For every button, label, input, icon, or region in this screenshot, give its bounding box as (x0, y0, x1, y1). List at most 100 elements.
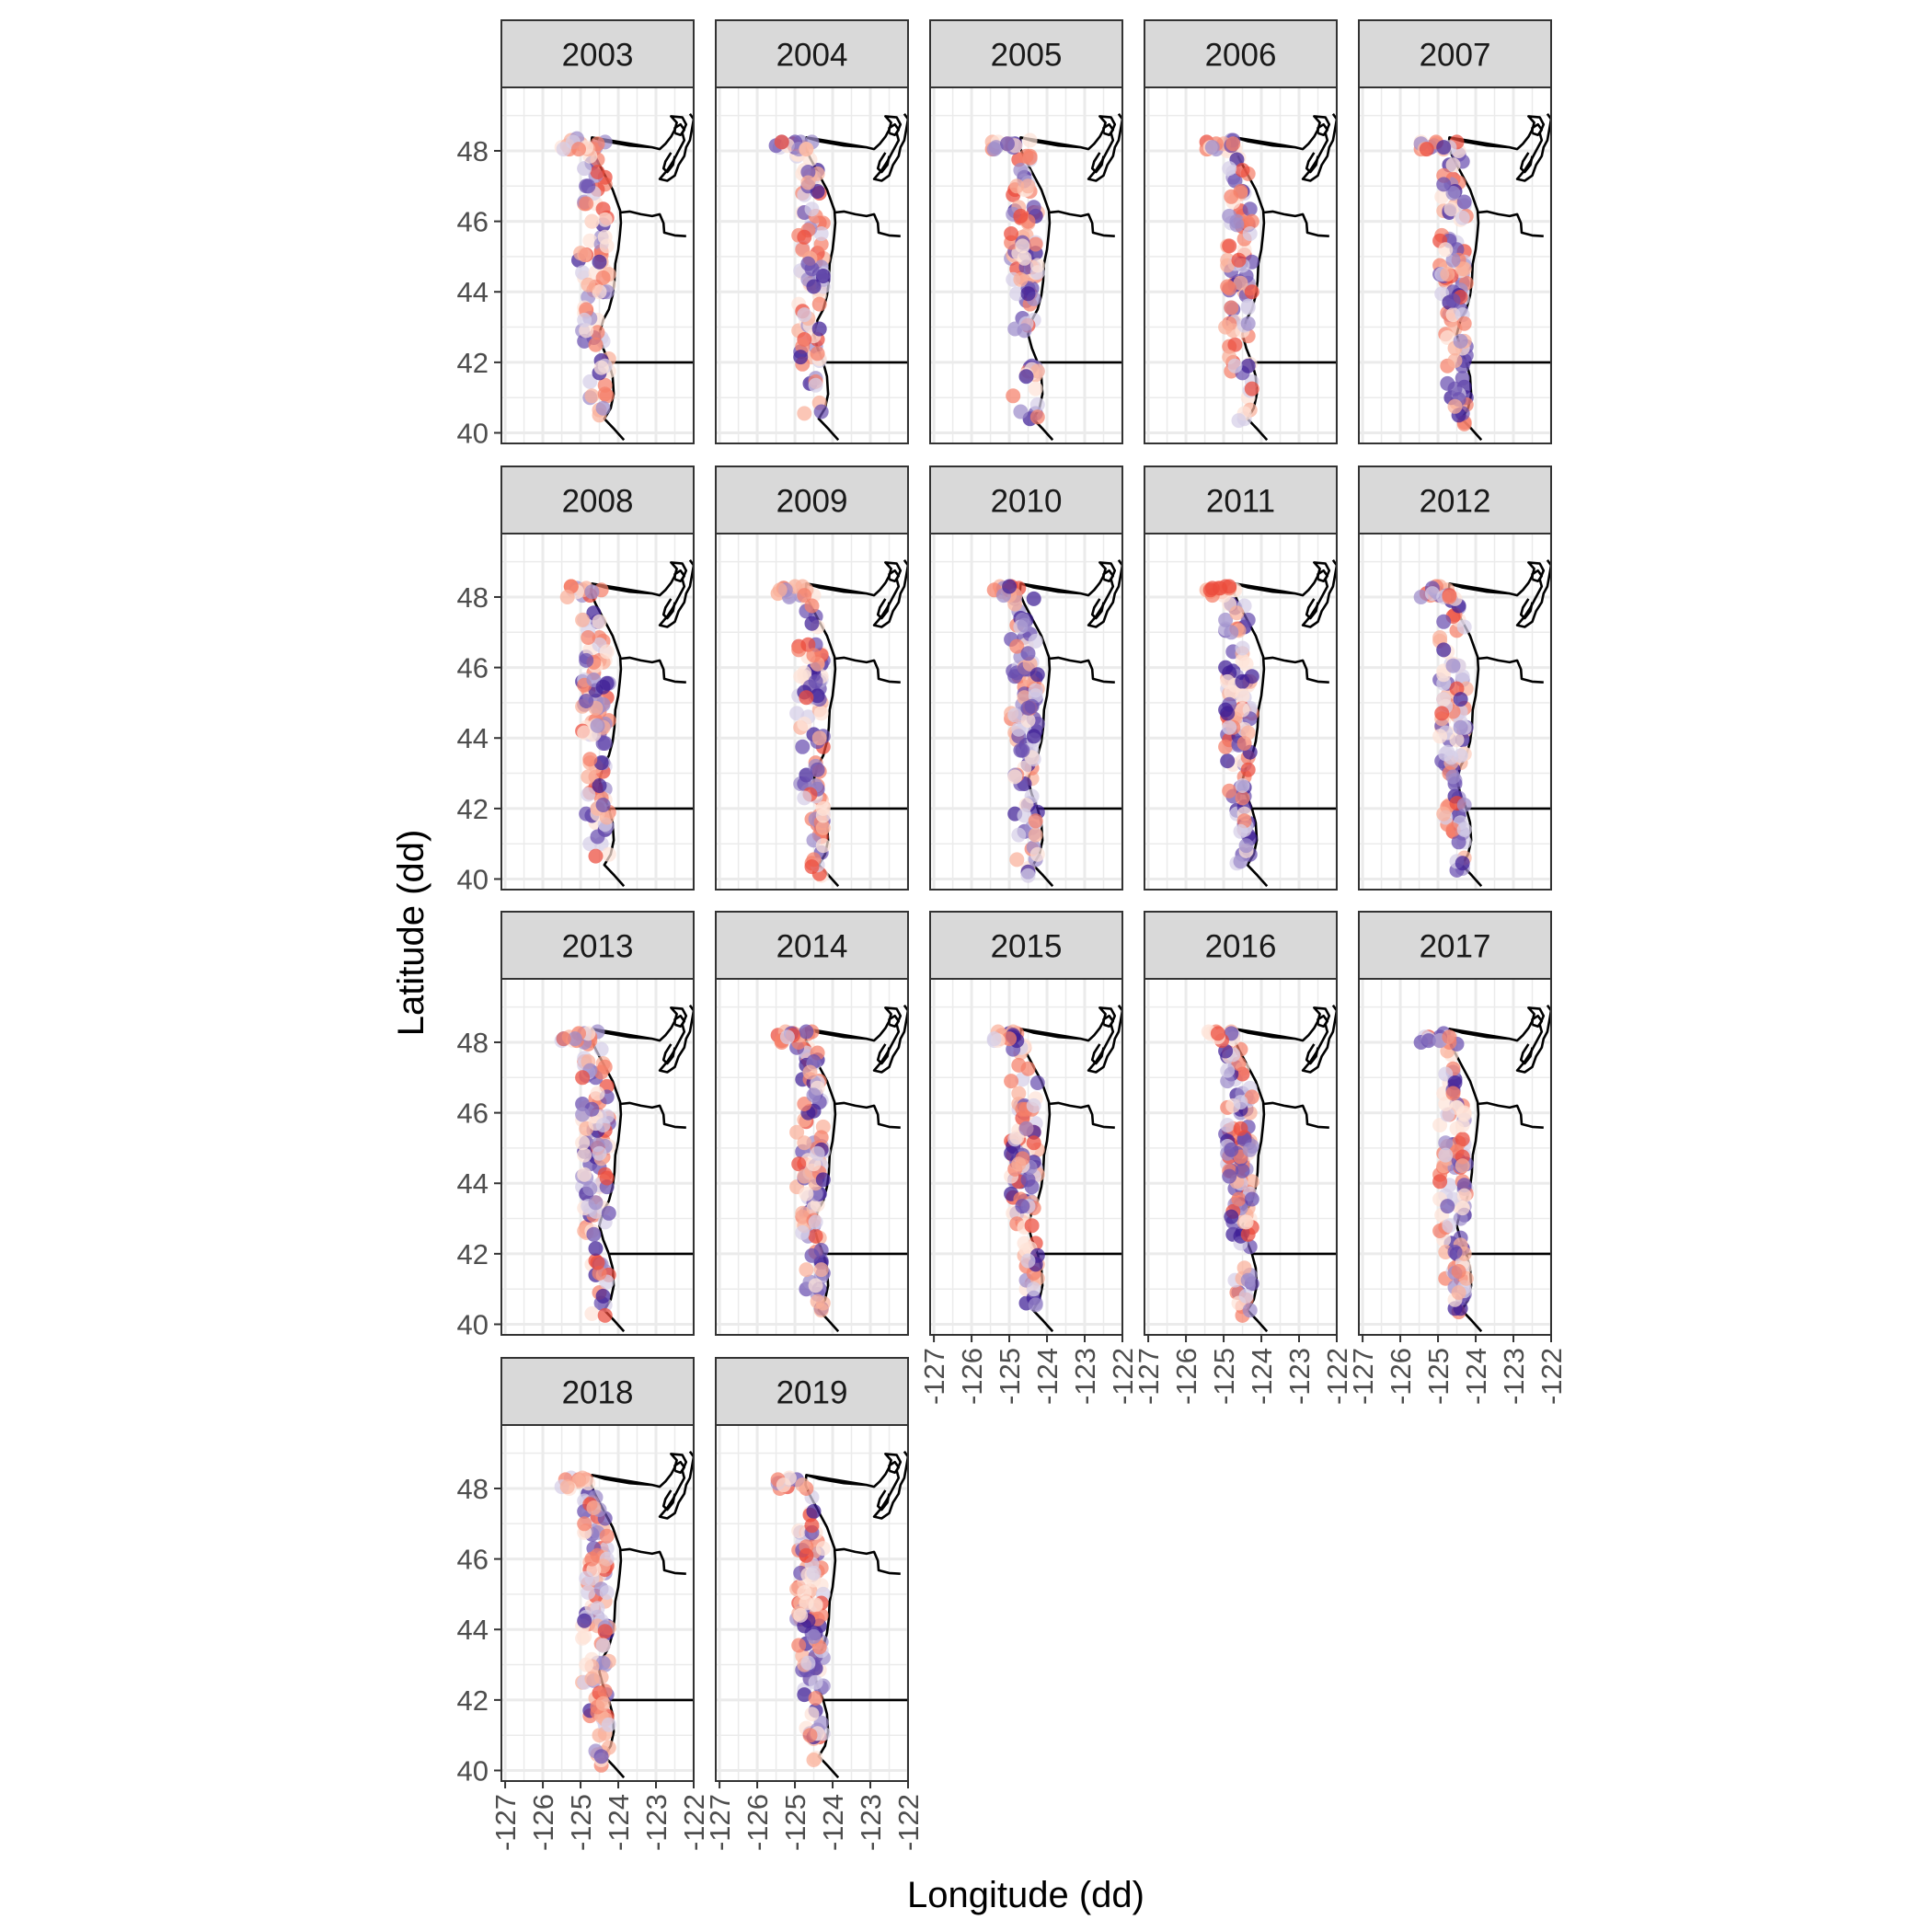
map-wa_or_border (1477, 210, 1544, 237)
x-tick-label: -124 (1246, 1348, 1278, 1405)
data-point (1011, 721, 1027, 737)
y-tick-label: 46 (457, 1098, 489, 1130)
data-point (1455, 1158, 1470, 1174)
data-point (808, 1691, 823, 1706)
panel-border (715, 86, 909, 444)
data-point (1455, 261, 1470, 277)
panel-border (1358, 86, 1552, 444)
panel-2008: 2008 40 42 44 46 48 (457, 466, 695, 896)
data-point (584, 1551, 600, 1567)
data-point (577, 725, 592, 741)
x-tick-label: -126 (742, 1794, 774, 1851)
data-point (804, 201, 820, 217)
data-point (1028, 236, 1043, 252)
map-hood (661, 598, 676, 620)
x-tick-label: -122 (892, 1794, 925, 1851)
data-point (779, 1029, 795, 1045)
y-tick-label: 40 (457, 1755, 489, 1787)
data-point (599, 1585, 615, 1600)
panel-border (715, 1424, 909, 1782)
data-point (804, 1518, 820, 1534)
data-point (1026, 1098, 1041, 1113)
x-tick-label: -126 (956, 1348, 988, 1405)
data-point (581, 630, 596, 645)
data-point (797, 1585, 812, 1600)
data-point (1220, 706, 1236, 721)
x-tick-label: -127 (1133, 1348, 1165, 1405)
map-hood (1090, 598, 1105, 620)
data-point (808, 1214, 823, 1230)
data-point (592, 778, 607, 793)
data-point (1445, 1086, 1461, 1101)
data-point (800, 175, 816, 190)
data-point (599, 1528, 615, 1544)
data-point (1024, 1179, 1040, 1195)
y-tick-label: 42 (457, 1238, 489, 1270)
points (554, 1024, 616, 1323)
data-point (1242, 201, 1258, 217)
data-point (592, 284, 607, 300)
x-tick-label: -124 (603, 1794, 635, 1851)
data-point (1220, 1074, 1236, 1089)
data-point (1432, 1118, 1448, 1132)
data-point (599, 810, 615, 825)
data-point (797, 1687, 812, 1703)
y-tick-label: 42 (457, 347, 489, 379)
data-point (577, 247, 592, 262)
x-tick-label: -122 (1321, 1348, 1353, 1405)
data-point (1029, 363, 1045, 379)
data-point (806, 279, 822, 294)
data-point (1015, 1199, 1030, 1214)
data-point (1451, 1264, 1466, 1279)
data-point (1244, 1174, 1259, 1190)
data-point (1445, 658, 1461, 673)
data-point (797, 588, 812, 603)
data-point (800, 1655, 816, 1671)
y-tick-label: 48 (457, 135, 489, 167)
data-point (1440, 330, 1455, 345)
data-point (1438, 1097, 1454, 1111)
data-point (797, 406, 812, 421)
panel-2012: 2012 (1358, 466, 1552, 891)
data-point (774, 134, 789, 150)
data-point (1009, 852, 1025, 868)
y-tick-label: 42 (457, 793, 489, 825)
data-point (1004, 1145, 1019, 1161)
data-point (1002, 579, 1018, 594)
data-point (1442, 590, 1457, 604)
data-point (1455, 210, 1470, 225)
data-point (797, 229, 812, 245)
panel-border (500, 86, 695, 444)
data-point (1231, 413, 1247, 429)
data-point (810, 688, 825, 704)
data-point (577, 1147, 592, 1163)
data-point (597, 212, 613, 227)
data-point (1017, 250, 1032, 266)
panel-border (1144, 978, 1338, 1336)
map-hood (661, 152, 676, 174)
points (770, 1024, 831, 1318)
y-tick-label: 44 (457, 1614, 489, 1646)
panel-2014: 2014 (715, 911, 909, 1336)
panel-2005: 2005 (929, 19, 1123, 444)
y-tick-label: 44 (457, 1167, 489, 1200)
panel-2007: 2007 (1358, 19, 1552, 444)
panel-2015: 2015 -127 -126 -125 -124 -123 -122 (918, 911, 1139, 1405)
map-island (1317, 569, 1329, 583)
panels-layer: 2003 40 42 44 46 48 2004 2005 2006 2007 2008 40 42 44… (457, 19, 1568, 1851)
data-point (808, 1228, 823, 1244)
y-tick-label: 44 (457, 276, 489, 308)
data-point (592, 1145, 607, 1161)
data-point (808, 1674, 823, 1690)
data-point (1029, 667, 1045, 683)
facet-strip (500, 466, 695, 534)
data-point (1455, 1118, 1470, 1132)
data-point (1231, 252, 1247, 268)
data-point (1445, 769, 1461, 785)
map-coast (1018, 582, 1083, 888)
x-tick-label: -126 (527, 1794, 559, 1851)
data-point (1028, 1297, 1043, 1313)
map-island (1102, 122, 1115, 136)
map-hood (1305, 598, 1319, 620)
data-point (1224, 625, 1239, 640)
